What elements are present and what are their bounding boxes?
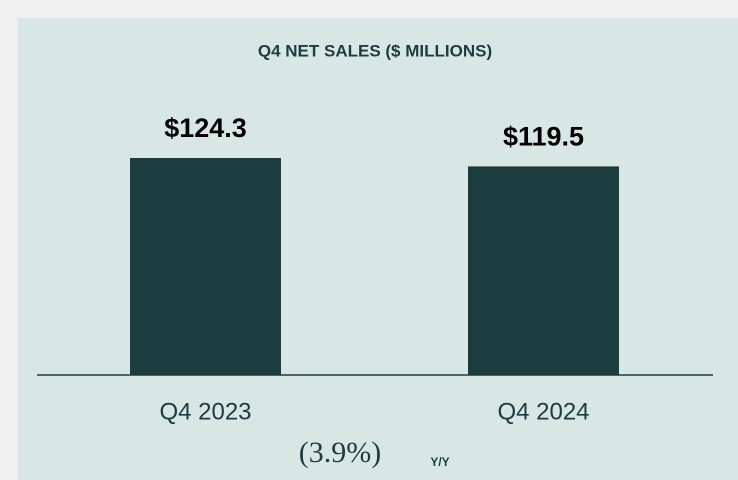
change-unit: Y/Y <box>430 455 449 469</box>
x-tick-label: Q4 2023 <box>159 398 251 425</box>
bar <box>130 158 281 375</box>
x-tick-label: Q4 2024 <box>497 398 589 425</box>
chart-title: Q4 NET SALES ($ MILLIONS) <box>258 41 492 60</box>
value-label: $124.3 <box>164 113 247 143</box>
value-label: $119.5 <box>503 122 584 152</box>
change-annotation: (3.9%) <box>299 436 381 469</box>
bar <box>468 166 619 375</box>
panel <box>18 18 738 480</box>
